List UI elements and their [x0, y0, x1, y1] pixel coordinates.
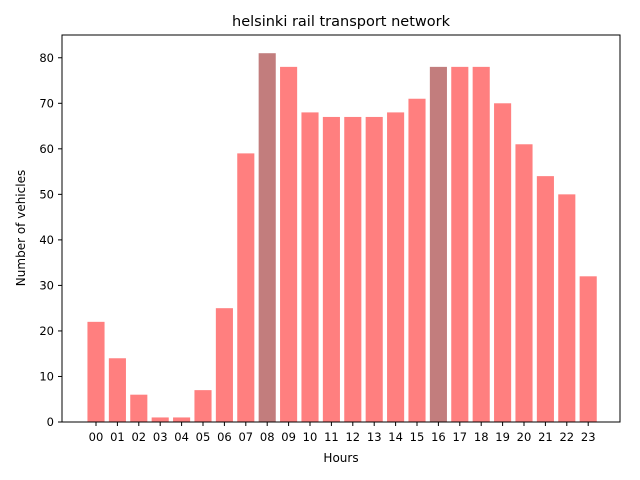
bar-15 [408, 98, 426, 423]
x-axis: 00 01 02 03 04 05 06 07 08 09 10 11 12 13 14 15 16 17 18 19… [89, 422, 596, 444]
x-tick-label-23: 23 [581, 430, 596, 444]
x-tick-label-12: 12 [345, 430, 360, 444]
y-tick-label-50: 50 [39, 187, 54, 201]
y-tick-label-10: 10 [39, 369, 54, 383]
bar-08 [258, 53, 276, 423]
bar-03 [151, 417, 169, 422]
y-tick-label-70: 70 [39, 96, 54, 110]
bar-20 [515, 144, 533, 422]
bar-16 [429, 66, 447, 423]
x-tick-label-01: 01 [110, 430, 125, 444]
y-tick-label-60: 60 [39, 142, 54, 156]
bar-11 [322, 116, 340, 422]
x-tick-label-03: 03 [153, 430, 168, 444]
bar-14 [387, 112, 405, 423]
bar-17 [451, 66, 469, 423]
x-tick-label-00: 00 [89, 430, 104, 444]
x-tick-label-19: 19 [495, 430, 510, 444]
bar-00 [87, 321, 105, 422]
x-tick-label-09: 09 [281, 430, 296, 444]
bar-05 [194, 390, 212, 422]
y-tick-label-20: 20 [39, 324, 54, 338]
bar-22 [558, 194, 576, 422]
y-tick-label-80: 80 [39, 51, 54, 65]
bar-21 [536, 176, 554, 422]
plot-frame [61, 34, 621, 423]
x-tick-label-06: 06 [217, 430, 232, 444]
x-tick-label-16: 16 [431, 430, 446, 444]
y-tick-label-30: 30 [39, 278, 54, 292]
x-tick-label-08: 08 [260, 430, 275, 444]
x-tick-label-07: 07 [238, 430, 253, 444]
chart-title: helsinki rail transport network [232, 14, 451, 30]
bar-04 [173, 417, 191, 422]
bar-02 [130, 394, 148, 422]
bar-06 [215, 308, 233, 422]
bar-18 [472, 66, 490, 423]
bar-23 [579, 276, 597, 422]
x-axis-label: Hours [323, 451, 358, 465]
x-tick-label-15: 15 [410, 430, 425, 444]
y-axis: 0 10 20 30 40 50 60 70 80 [39, 51, 62, 429]
bar-01 [108, 358, 126, 422]
x-tick-label-04: 04 [174, 430, 189, 444]
x-tick-label-17: 17 [452, 430, 467, 444]
x-tick-label-13: 13 [367, 430, 382, 444]
y-tick-label-40: 40 [39, 233, 54, 247]
bar-07 [237, 153, 255, 422]
bar-10 [301, 112, 319, 423]
x-tick-label-21: 21 [538, 430, 553, 444]
x-tick-label-02: 02 [131, 430, 146, 444]
bar-19 [494, 103, 512, 422]
bar-12 [344, 116, 362, 422]
bars-group [87, 53, 597, 423]
x-tick-label-22: 22 [559, 430, 574, 444]
x-tick-label-14: 14 [388, 430, 403, 444]
x-tick-label-10: 10 [303, 430, 318, 444]
x-tick-label-20: 20 [517, 430, 532, 444]
x-tick-label-11: 11 [324, 430, 339, 444]
x-tick-label-05: 05 [196, 430, 211, 444]
bar-13 [365, 116, 383, 422]
x-tick-label-18: 18 [474, 430, 489, 444]
bar-09 [280, 66, 298, 423]
y-tick-label-0: 0 [47, 415, 54, 429]
y-axis-label: Number of vehicles [14, 170, 28, 286]
